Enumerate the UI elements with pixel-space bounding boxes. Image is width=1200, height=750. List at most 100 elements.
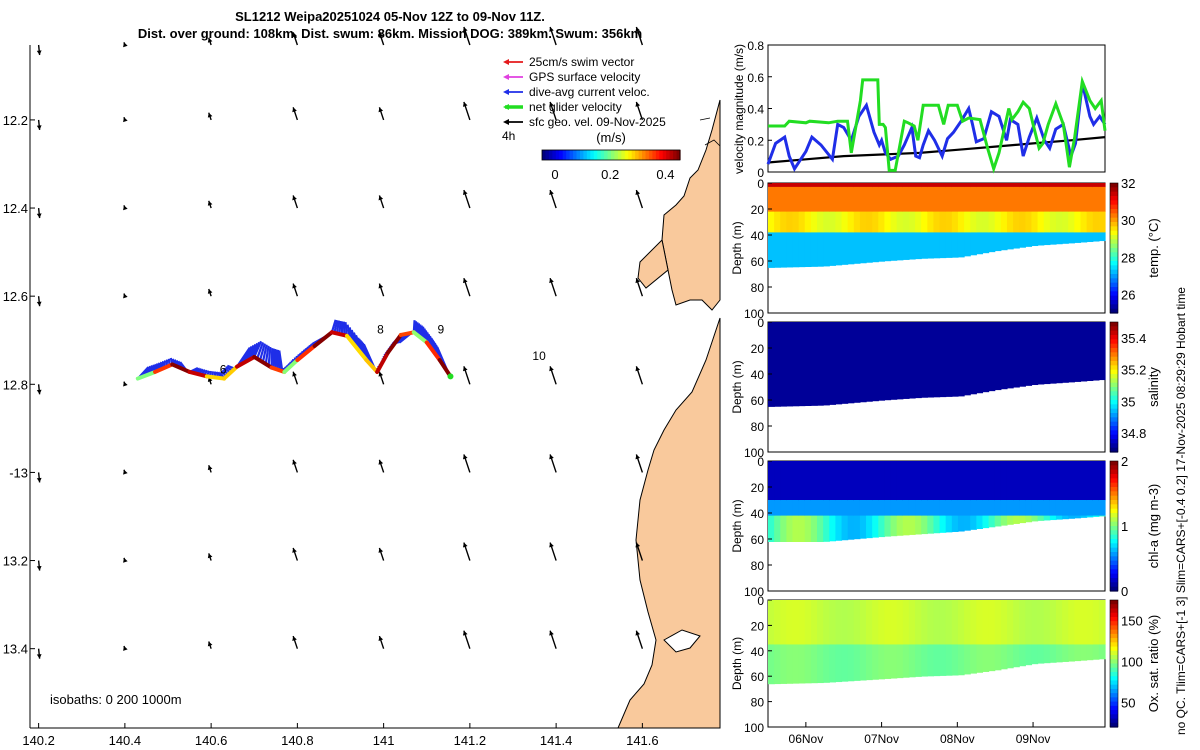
chlorophyll-section-colorbar-cell	[1110, 539, 1118, 544]
current-vector	[333, 319, 339, 334]
section-cell	[810, 515, 818, 542]
section-cell	[1019, 461, 1026, 501]
section-cell	[798, 644, 806, 684]
legend-arrowhead	[503, 89, 509, 95]
section-cell	[927, 232, 935, 259]
section-cell	[804, 186, 812, 212]
section-cell	[1031, 232, 1039, 247]
section-cell	[994, 515, 1002, 527]
section-cell	[957, 500, 965, 516]
section-cell	[1086, 211, 1094, 233]
section-cell	[823, 500, 830, 516]
section-cell	[1062, 500, 1069, 516]
section-cell	[957, 322, 965, 397]
section-cell	[945, 515, 953, 533]
section-cell	[1049, 183, 1057, 188]
section-cell	[792, 232, 800, 268]
section-cell	[1062, 461, 1069, 501]
section-cell	[994, 644, 1002, 671]
section-cell	[957, 232, 965, 258]
colorbar-label: (m/s)	[596, 130, 626, 145]
sfc-velocity-arrows	[36, 26, 644, 659]
section-cell	[1019, 500, 1026, 516]
chlorophyll-section-y-tick-label: 80	[751, 559, 765, 573]
section-cell	[859, 232, 867, 264]
temperature-section-colorbar-cell	[1110, 261, 1118, 266]
chlorophyll-section-y-tick-label: 0	[757, 455, 764, 469]
section-cell	[994, 322, 1002, 391]
section-cell	[859, 211, 867, 233]
section-cell	[921, 232, 928, 259]
salinity-section-colorbar-cell	[1110, 352, 1118, 358]
section-cell	[1080, 515, 1088, 518]
section-cell	[1025, 500, 1033, 516]
track-segment	[329, 330, 349, 338]
section-cell	[1037, 500, 1045, 516]
section-cell	[957, 600, 965, 645]
legend-arrowhead	[503, 104, 509, 110]
oxygen-section-colorbar-cell	[1110, 688, 1118, 694]
salinity-section-colorbar-tick-label: 35	[1121, 394, 1135, 409]
oxygen-section-colorbar-cell	[1110, 676, 1118, 682]
section-cell	[890, 515, 898, 537]
chlorophyll-section-y-tick-label: 100	[744, 585, 764, 599]
section-cell	[1062, 183, 1069, 188]
section-cell	[1098, 461, 1106, 501]
section-cell	[1006, 211, 1014, 233]
section-cell	[927, 322, 935, 398]
salinity-section-colorbar-cell	[1110, 339, 1118, 345]
glider-position	[447, 373, 454, 380]
section-cell	[1074, 500, 1082, 516]
section-cell	[1086, 186, 1094, 212]
temperature-section-colorbar-cell	[1110, 269, 1118, 275]
colorbar-cell	[628, 150, 633, 160]
section-cell	[817, 500, 824, 516]
section-cell	[841, 500, 849, 516]
colorbar-cell	[617, 150, 622, 160]
temperature-section-colorbar-cell	[1110, 239, 1118, 245]
section-cell	[853, 461, 861, 501]
section-cell	[994, 183, 1002, 188]
section-cell	[1092, 644, 1100, 660]
section-cell	[786, 232, 794, 268]
section-cell	[1043, 600, 1051, 645]
current-vector	[256, 342, 264, 360]
section-cell	[994, 186, 1002, 212]
section-cell	[835, 644, 843, 683]
section-cell	[768, 186, 775, 212]
temperature-section-colorbar-cell	[1110, 256, 1118, 262]
section-cell	[939, 461, 947, 501]
section-cell	[994, 461, 1002, 501]
sfc-arrow-head	[462, 190, 468, 195]
section-cell	[1074, 211, 1082, 233]
colorbar-cell	[638, 150, 643, 160]
section-cell	[774, 186, 781, 212]
section-cell	[810, 500, 818, 516]
oxygen-section-y-label: Depth (m)	[730, 637, 744, 690]
map-y-tick-label: 12.4	[3, 201, 28, 216]
section-cell	[835, 183, 843, 188]
figure-title: SL1212 Weipa20251024 05-Nov 12Z to 09-No…	[235, 9, 545, 24]
sfc-arrow-head	[207, 641, 213, 647]
section-cell	[823, 515, 830, 542]
section-cell	[896, 500, 904, 516]
section-cell	[915, 183, 922, 188]
section-cell	[1006, 322, 1014, 389]
section-cell	[792, 461, 800, 501]
chlorophyll-section-colorbar-cell	[1110, 569, 1118, 575]
section-cell	[872, 461, 879, 501]
inlet	[663, 629, 701, 653]
map-x-tick-label: 141	[373, 733, 395, 748]
section-cell	[908, 186, 916, 212]
section-cell	[866, 211, 873, 233]
sfc-arrow-head	[207, 37, 213, 43]
section-cell	[835, 232, 843, 266]
section-cell	[1049, 515, 1057, 521]
section-cell	[1000, 500, 1008, 516]
section-cell	[921, 183, 928, 188]
sfc-arrow-head	[36, 125, 42, 130]
sfc-arrow-head	[462, 278, 468, 284]
section-cell	[853, 600, 861, 645]
section-cell	[835, 500, 843, 516]
chlorophyll-section-colorbar-cell	[1110, 482, 1118, 488]
